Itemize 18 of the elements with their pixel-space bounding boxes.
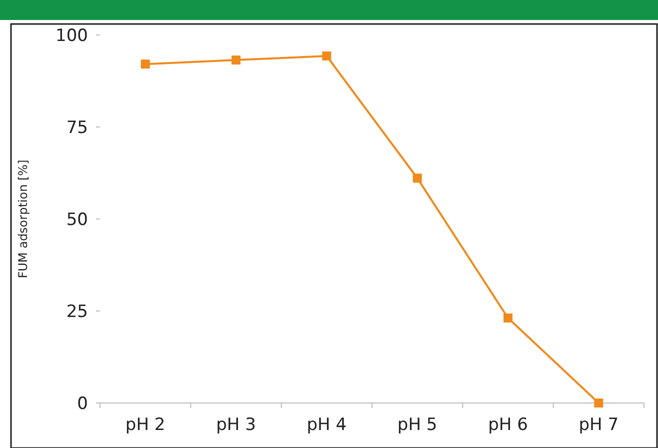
y-axis-title: FUM adsorption [%]	[16, 160, 30, 278]
x-tick-label: pH 7	[578, 415, 619, 435]
point	[594, 398, 604, 408]
x-tick-label: pH 3	[216, 415, 256, 435]
y-tick-label: 25	[66, 302, 88, 322]
point	[504, 313, 512, 322]
y-tick-label: 75	[66, 118, 88, 138]
x-tick-label: pH 6	[488, 415, 528, 435]
y-tick-label: 50	[66, 210, 88, 230]
point	[232, 56, 240, 65]
x-tick-label: pH 5	[397, 415, 438, 435]
point	[140, 60, 150, 69]
x-tick-label: pH 4	[306, 415, 347, 435]
y-tick-label: 100	[56, 26, 88, 46]
point	[322, 51, 332, 60]
x-tick-label: pH 2	[125, 415, 166, 435]
point	[412, 174, 422, 183]
y-tick-label: 0	[77, 394, 88, 414]
